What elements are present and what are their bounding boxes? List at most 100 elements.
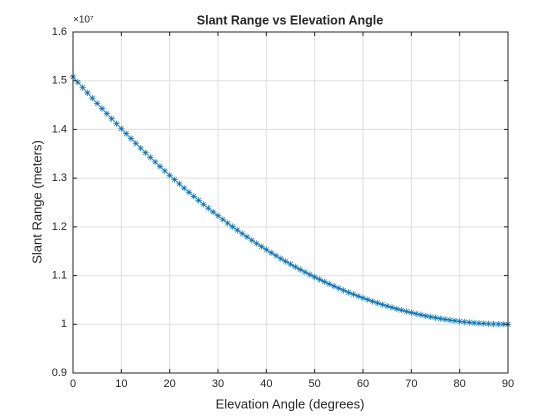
data-point	[364, 296, 372, 303]
data-point	[122, 130, 130, 137]
data-point	[108, 115, 115, 122]
data-point	[398, 306, 405, 314]
data-point	[388, 304, 396, 311]
data-point	[74, 78, 82, 86]
data-point	[205, 204, 212, 212]
data-point	[335, 285, 343, 292]
data-point	[374, 299, 381, 307]
data-point	[195, 197, 202, 204]
data-point	[432, 314, 439, 321]
y-tick-label: 1.3	[52, 172, 67, 184]
data-point	[427, 313, 434, 321]
data-point	[451, 317, 459, 324]
data-point	[393, 305, 401, 313]
data-point	[224, 219, 231, 227]
data-point	[499, 321, 507, 328]
x-tick-label: 30	[212, 378, 224, 390]
data-point	[151, 158, 159, 166]
data-point	[292, 263, 299, 271]
data-point	[142, 149, 149, 156]
data-point	[118, 125, 125, 132]
x-tick-label: 50	[309, 378, 321, 390]
data-point	[147, 154, 154, 161]
data-point	[113, 120, 120, 127]
data-point	[180, 184, 188, 192]
data-point	[272, 252, 280, 259]
data-point	[171, 176, 178, 183]
data-point	[350, 291, 357, 298]
data-point	[340, 287, 347, 294]
data-point	[263, 246, 270, 253]
data-point	[379, 301, 386, 308]
data-point	[441, 316, 449, 323]
y-tick-label: 1.1	[52, 269, 67, 281]
data-point	[209, 208, 217, 216]
data-point	[408, 309, 415, 316]
data-point	[354, 292, 362, 300]
data-point	[475, 320, 483, 327]
x-tick-label: 0	[70, 378, 76, 390]
data-point	[466, 319, 473, 326]
x-tick-label: 60	[357, 378, 369, 390]
data-point	[229, 223, 236, 230]
data-point	[306, 271, 314, 278]
y-axis-label: Slant Range (meters)	[29, 140, 44, 264]
data-point	[325, 280, 333, 288]
data-point	[456, 318, 463, 325]
data-point	[345, 289, 352, 296]
data-point	[127, 135, 135, 142]
data-point	[311, 273, 318, 281]
data-point	[200, 201, 207, 208]
x-axis-label: Elevation Angle (degrees)	[216, 396, 365, 411]
data-point	[79, 84, 86, 91]
data-point	[437, 315, 444, 322]
data-point	[243, 233, 251, 241]
y-tick-label: 1.4	[52, 123, 67, 135]
data-point	[267, 249, 275, 256]
data-point	[369, 298, 376, 305]
data-point	[301, 268, 309, 276]
y-tick-label: 1.5	[52, 75, 67, 87]
x-tick-label: 40	[260, 378, 272, 390]
data-point	[234, 226, 241, 234]
data-point	[258, 243, 265, 250]
plot-area	[73, 32, 508, 373]
data-point	[321, 278, 328, 285]
data-point	[480, 320, 488, 327]
data-point	[403, 308, 410, 315]
data-point	[93, 100, 101, 107]
data-point	[103, 110, 111, 117]
data-point	[287, 260, 294, 268]
axes-box	[72, 31, 509, 374]
data-point	[132, 140, 140, 147]
data-point	[176, 180, 183, 188]
data-point	[190, 193, 198, 200]
data-point	[485, 320, 492, 327]
data-point	[89, 94, 96, 102]
data-point	[461, 318, 468, 326]
data-point	[412, 310, 420, 317]
data-point	[316, 276, 323, 283]
data-point	[161, 167, 169, 175]
y-tick-label: 1	[61, 318, 67, 330]
data-point	[214, 212, 222, 219]
data-point	[277, 255, 285, 262]
data-point	[330, 282, 338, 290]
data-point	[417, 311, 425, 319]
data-point	[248, 237, 256, 244]
y-tick-label: 1.6	[52, 26, 67, 38]
data-point	[253, 240, 260, 247]
data-point	[422, 312, 430, 320]
x-tick-label: 90	[502, 378, 514, 390]
x-tick-label: 70	[405, 378, 417, 390]
data-point	[219, 216, 227, 223]
data-point	[166, 172, 173, 179]
data-point	[446, 316, 454, 324]
data-point	[137, 144, 144, 152]
data-point	[470, 319, 478, 327]
data-point	[383, 302, 391, 310]
data-point	[282, 258, 289, 265]
y-tick-label: 1.2	[52, 221, 67, 233]
y-tick-label: 0.9	[52, 367, 67, 379]
